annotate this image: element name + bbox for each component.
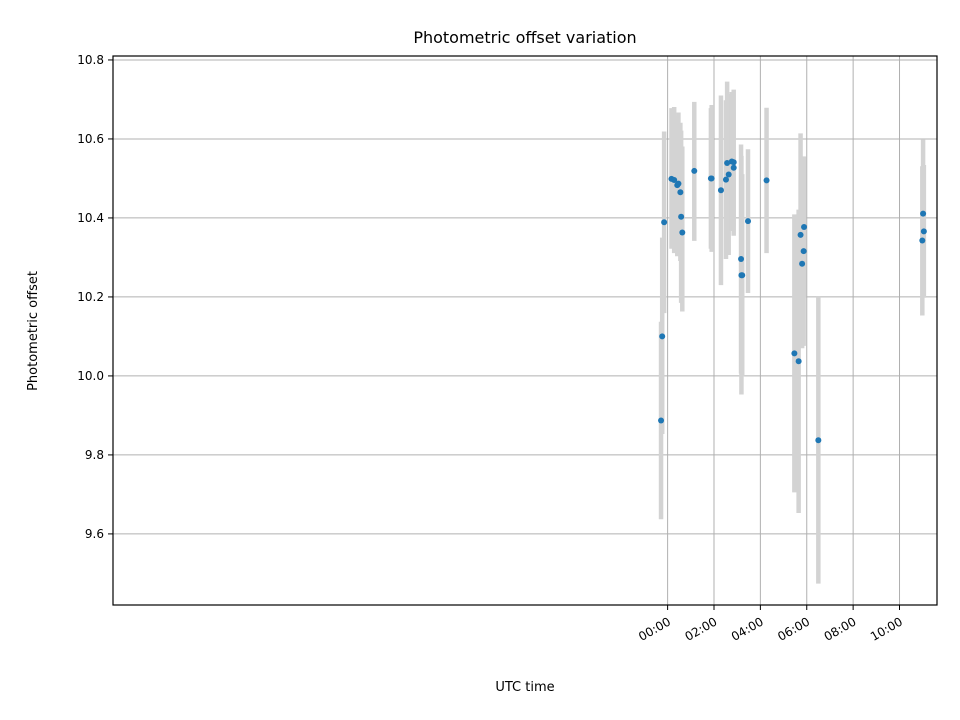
plot-frame [112, 55, 938, 606]
data-point [679, 229, 686, 236]
data-point [717, 187, 724, 194]
data-point [739, 272, 746, 279]
data-point [708, 175, 715, 182]
data-point [691, 167, 698, 174]
y-tick-label: 9.8 [85, 448, 104, 462]
data-point [724, 160, 731, 167]
data-points [658, 158, 927, 444]
data-point [815, 437, 822, 444]
data-point [678, 213, 685, 220]
y-tick-label: 10.2 [77, 290, 104, 304]
data-point [799, 260, 806, 267]
data-point [800, 248, 807, 255]
y-tick-label: 9.6 [85, 527, 104, 541]
x-axis-label: UTC time [495, 680, 554, 695]
y-tick-label: 10.4 [77, 211, 104, 225]
data-point [920, 228, 927, 235]
y-axis-label: Photometric offset [26, 271, 41, 391]
data-point [738, 256, 745, 263]
data-point [658, 417, 665, 424]
data-point [919, 237, 926, 244]
y-axis-ticks: 9.6 9.8 10.0 10.2 10.4 10.6 10.8 [77, 53, 113, 541]
y-tick-label: 10.0 [77, 369, 104, 383]
data-point [722, 176, 729, 183]
data-point [725, 171, 732, 178]
data-point [671, 177, 678, 184]
data-point [763, 177, 770, 184]
data-point [677, 189, 684, 196]
data-point [801, 224, 808, 231]
data-point [661, 219, 668, 226]
data-point [730, 159, 737, 166]
data-point [675, 180, 682, 187]
y-tick-label: 10.8 [77, 53, 104, 67]
chart-title: Photometric offset variation [413, 28, 636, 47]
data-point [745, 218, 752, 225]
data-point [920, 210, 927, 217]
y-tick-label: 10.6 [77, 132, 104, 146]
data-point [659, 333, 666, 340]
data-point [795, 358, 802, 365]
data-point [730, 164, 737, 171]
data-point [797, 231, 804, 238]
data-point [791, 350, 798, 357]
